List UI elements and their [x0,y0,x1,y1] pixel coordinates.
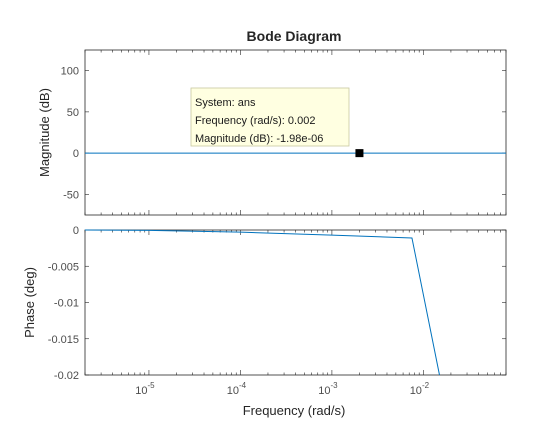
magnitude-y-axis-label: Magnitude (dB) [37,88,52,177]
x-tick-label: 10-2 [410,381,430,397]
phase-y-tick-label: -0.01 [54,298,79,310]
phase-y-tick-label: -0.02 [54,370,79,382]
phase-series-line [84,229,440,376]
datatip-box [190,87,350,147]
magnitude-panel: 100 50 0 -50 Magnitude (dB) [37,49,507,216]
x-tick-label: 10-5 [135,381,155,397]
datatip-line: Magnitude (dB): -1.98e-06 [195,133,323,145]
x-tick-label: 10-3 [318,381,338,397]
phase-y-axis-label: Phase (deg) [22,267,37,338]
chart-title: Bode Diagram [247,28,342,44]
datatip-line: Frequency (rad/s): 0.002 [195,115,315,127]
phase-panel: 0 -0.005 -0.01 -0.015 -0.02 Phase (deg) [22,225,507,382]
x-axis-label: Frequency (rad/s) [243,403,346,418]
x-tick-label: 10-4 [227,381,247,397]
magnitude-y-tick-label: -50 [63,189,79,201]
datatip-marker[interactable] [355,149,364,158]
phase-axes-box [84,229,507,376]
phase-y-tick-label: -0.005 [48,261,79,273]
magnitude-y-tick-label: 100 [61,66,79,78]
phase-y-tick-label: 0 [73,225,79,237]
magnitude-y-tick-label: 0 [73,148,79,160]
x-tick-labels: 10-5 10-4 10-3 10-2 [135,381,429,397]
magnitude-y-tick-label: 50 [67,107,79,119]
datatip[interactable]: System: ans Frequency (rad/s): 0.002 Magni… [190,87,364,158]
magnitude-x-ticks [84,50,507,215]
datatip-line: System: ans [195,97,256,109]
phase-y-tick-label: -0.015 [48,334,79,346]
